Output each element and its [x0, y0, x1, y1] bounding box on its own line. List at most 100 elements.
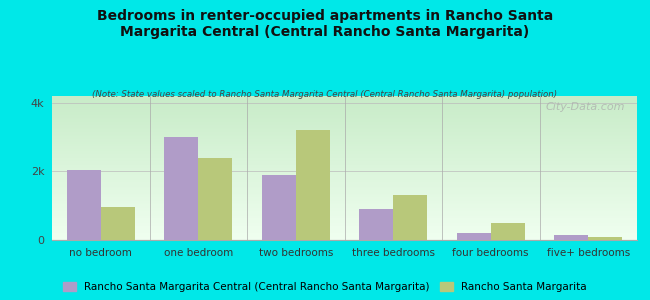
Bar: [52, 134, 637, 135]
Bar: [52, 238, 637, 240]
Bar: [52, 122, 637, 123]
Bar: [52, 198, 637, 200]
Bar: [52, 237, 637, 238]
Bar: [52, 158, 637, 159]
Bar: [52, 175, 637, 177]
Bar: [52, 118, 637, 119]
Bar: [52, 112, 637, 113]
Bar: [52, 155, 637, 157]
Bar: [52, 106, 637, 107]
Bar: [52, 207, 637, 208]
Bar: [52, 188, 637, 190]
Bar: [52, 184, 637, 185]
Bar: [52, 187, 637, 188]
Bar: [52, 202, 637, 204]
Bar: [52, 105, 637, 106]
Bar: [52, 177, 637, 178]
Bar: [52, 172, 637, 174]
Bar: [52, 233, 637, 234]
Bar: [52, 159, 637, 161]
Bar: [52, 116, 637, 118]
Bar: [52, 200, 637, 201]
Bar: [52, 167, 637, 168]
Bar: [52, 208, 637, 210]
Bar: [52, 110, 637, 112]
Bar: [52, 151, 637, 152]
Bar: [52, 168, 637, 170]
Bar: [457, 233, 491, 240]
Bar: [52, 178, 637, 179]
Text: Bedrooms in renter-occupied apartments in Rancho Santa
Margarita Central (Centra: Bedrooms in renter-occupied apartments i…: [97, 9, 553, 39]
Bar: [52, 143, 637, 145]
Bar: [52, 145, 637, 146]
Bar: [52, 236, 637, 237]
Bar: [52, 125, 637, 126]
Bar: [52, 102, 637, 103]
Bar: [52, 211, 637, 213]
Bar: [52, 126, 637, 128]
Text: City-Data.com: City-Data.com: [546, 102, 625, 112]
Bar: [52, 115, 637, 116]
Bar: [52, 174, 637, 175]
Bar: [52, 109, 637, 110]
Bar: [491, 223, 525, 240]
Bar: [52, 132, 637, 134]
Bar: [52, 130, 637, 132]
Bar: [52, 191, 637, 193]
Bar: [52, 221, 637, 223]
Bar: [52, 182, 637, 184]
Bar: [296, 130, 330, 240]
Bar: [52, 152, 637, 154]
Bar: [52, 136, 637, 138]
Bar: [52, 229, 637, 230]
Bar: [164, 137, 198, 240]
Bar: [52, 179, 637, 181]
Bar: [52, 148, 637, 149]
Bar: [52, 171, 637, 172]
Bar: [52, 161, 637, 162]
Bar: [52, 138, 637, 139]
Bar: [52, 107, 637, 109]
Bar: [52, 96, 637, 98]
Bar: [52, 234, 637, 236]
Bar: [52, 113, 637, 115]
Bar: [359, 209, 393, 240]
Bar: [52, 217, 637, 218]
Bar: [52, 162, 637, 164]
Bar: [52, 204, 637, 206]
Bar: [52, 128, 637, 129]
Bar: [52, 190, 637, 191]
Bar: [52, 121, 637, 122]
Bar: [52, 194, 637, 195]
Bar: [52, 185, 637, 187]
Bar: [52, 201, 637, 202]
Bar: [52, 98, 637, 99]
Bar: [101, 207, 135, 240]
Bar: [52, 164, 637, 165]
Bar: [52, 215, 637, 217]
Bar: [52, 195, 637, 197]
Bar: [52, 119, 637, 121]
Legend: Rancho Santa Margarita Central (Central Rancho Santa Margarita), Rancho Santa Ma: Rancho Santa Margarita Central (Central …: [64, 282, 586, 292]
Bar: [261, 175, 296, 240]
Bar: [52, 230, 637, 231]
Bar: [588, 237, 623, 240]
Bar: [52, 197, 637, 198]
Bar: [52, 223, 637, 224]
Bar: [52, 210, 637, 211]
Bar: [52, 218, 637, 220]
Bar: [52, 139, 637, 141]
Bar: [52, 135, 637, 136]
Bar: [52, 157, 637, 158]
Bar: [52, 146, 637, 148]
Bar: [52, 99, 637, 100]
Bar: [52, 100, 637, 102]
Bar: [52, 149, 637, 151]
Bar: [52, 206, 637, 207]
Bar: [66, 170, 101, 240]
Bar: [52, 193, 637, 194]
Bar: [52, 141, 637, 142]
Bar: [52, 142, 637, 143]
Bar: [52, 103, 637, 105]
Bar: [52, 165, 637, 166]
